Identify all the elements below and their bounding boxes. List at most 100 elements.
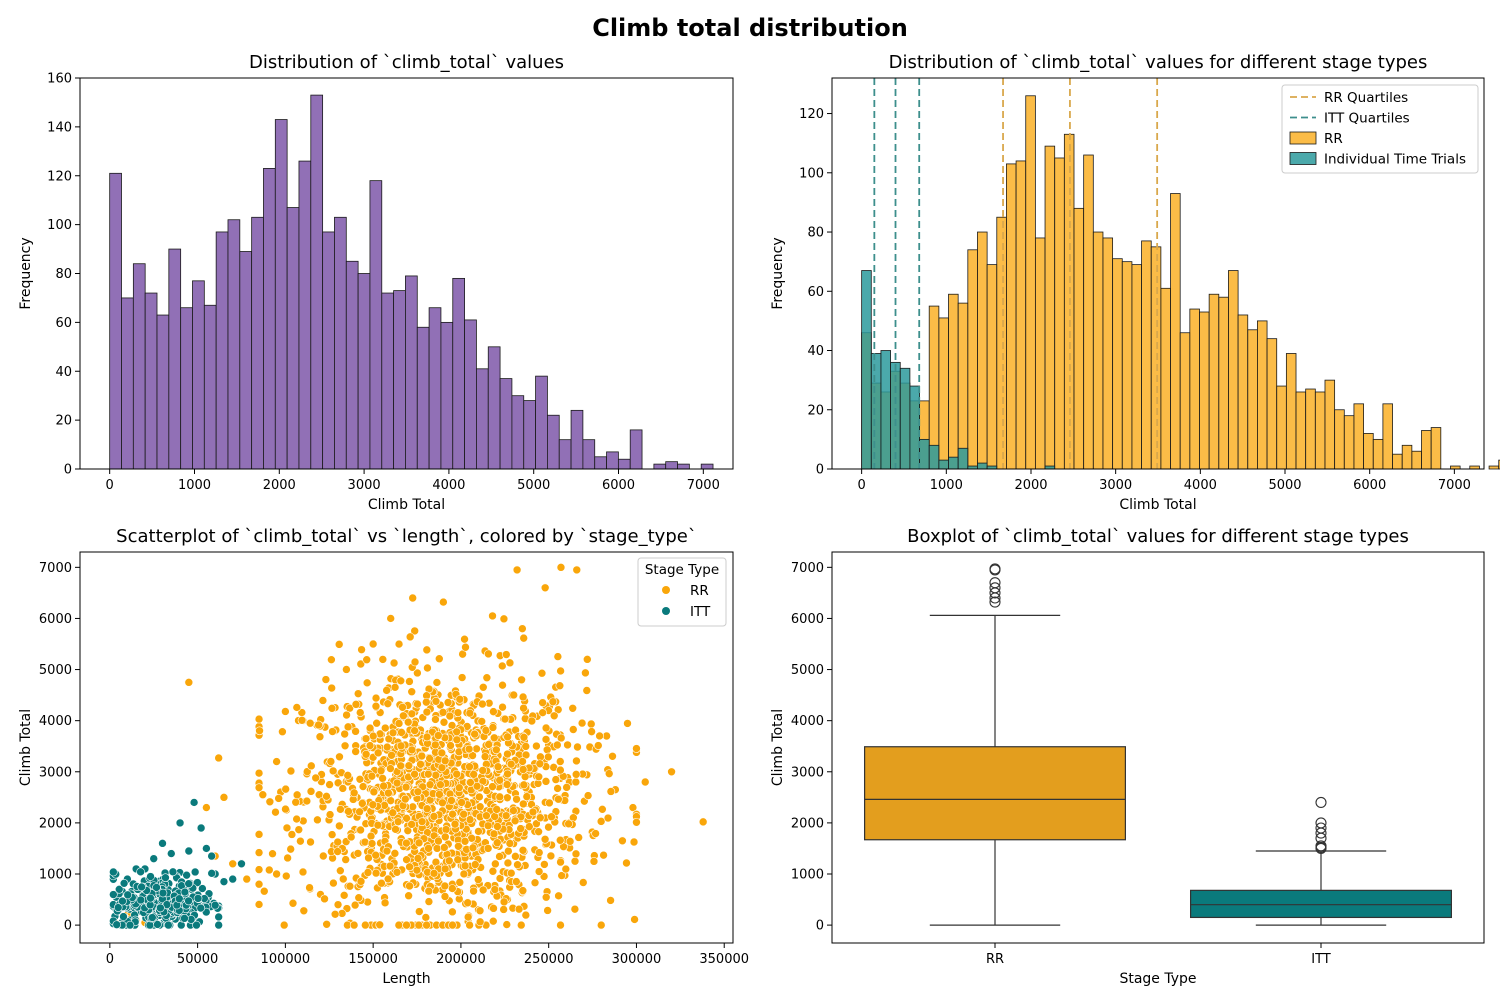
- rr-point: [405, 632, 415, 642]
- rr-histogram-bar: [1295, 391, 1307, 470]
- rr-point: [457, 673, 467, 682]
- histogram-bar: [523, 400, 536, 470]
- rr-point: [598, 805, 607, 814]
- rr-point: [342, 665, 351, 674]
- rr-point: [521, 910, 531, 920]
- rr-point: [506, 868, 516, 878]
- rr-point: [366, 831, 376, 841]
- y-tick-label: 5000: [39, 663, 72, 678]
- rr-point: [403, 717, 413, 727]
- rr-histogram-bar: [1179, 332, 1191, 470]
- rr-point: [595, 731, 604, 741]
- y-tick-label: 4000: [791, 714, 824, 729]
- itt-point: [125, 920, 135, 930]
- y-tick-label: 20: [807, 403, 824, 418]
- x-tick-label: 4000: [1184, 478, 1217, 493]
- y-axis-label: Frequency: [770, 237, 786, 309]
- rr-point: [351, 727, 360, 736]
- rr-points: [110, 563, 708, 930]
- rr-point: [516, 920, 526, 930]
- histogram-all-panel: Distribution of `climb_total` values Clim…: [18, 52, 734, 513]
- y-tick-label: 120: [799, 107, 824, 122]
- y-tick-label: 20: [55, 414, 72, 429]
- rr-point: [540, 860, 549, 869]
- itt-point: [175, 818, 185, 828]
- rr-point: [431, 740, 440, 750]
- rr-point: [264, 865, 274, 875]
- rr-point: [554, 794, 563, 804]
- rr-point: [399, 711, 408, 721]
- rr-point: [413, 668, 422, 678]
- rr-point: [541, 892, 551, 902]
- rr-point: [483, 821, 493, 831]
- rr-point: [414, 838, 424, 848]
- rr-histogram-bar: [1411, 450, 1422, 470]
- rr-point: [440, 756, 450, 766]
- rr-point: [421, 697, 431, 707]
- rr-point: [518, 845, 528, 855]
- itt-legend-swatch: [1289, 152, 1317, 165]
- rr-point: [410, 657, 420, 667]
- rr-point: [396, 741, 406, 751]
- legend-box: [637, 557, 727, 627]
- itt-points: [109, 798, 246, 930]
- rr-point: [540, 834, 550, 844]
- rr-point: [431, 715, 440, 724]
- y-tick-label: 2000: [791, 816, 824, 831]
- histogram-bar: [499, 378, 513, 470]
- rr-point: [340, 729, 349, 739]
- rr-point: [478, 699, 487, 709]
- rr-point: [306, 761, 316, 771]
- rr-point: [349, 788, 359, 798]
- rr-point: [214, 753, 223, 763]
- rr-point: [422, 645, 432, 655]
- rr-point: [327, 704, 337, 713]
- rr-point: [356, 877, 366, 886]
- rr-point: [596, 920, 606, 930]
- rr-point: [561, 864, 571, 874]
- rr-point: [503, 858, 513, 868]
- rr-histogram-bar: [1305, 388, 1316, 470]
- rr-point: [398, 702, 407, 712]
- histogram-bar: [547, 414, 560, 470]
- rr-point: [382, 846, 392, 856]
- legend-label: Individual Time Trials: [1324, 152, 1466, 168]
- rr-histogram-bar: [1353, 403, 1364, 470]
- rr-point: [599, 850, 608, 860]
- rr-point: [438, 798, 447, 808]
- itt-point: [184, 846, 194, 856]
- rr-point: [385, 861, 395, 871]
- rr-point: [268, 849, 277, 858]
- rr-point: [368, 639, 378, 649]
- rr-point: [272, 757, 281, 766]
- rr-point: [380, 898, 390, 908]
- rr-point: [356, 825, 365, 835]
- rr-point: [454, 841, 463, 851]
- rr-point: [390, 849, 400, 858]
- itt-point: [184, 879, 194, 888]
- histogram-bar: [440, 321, 454, 470]
- rr-histogram-bar: [1034, 237, 1046, 470]
- histogram-bar: [274, 119, 288, 470]
- itt-point: [180, 887, 190, 897]
- rr-point: [431, 770, 441, 780]
- rr-point: [435, 790, 444, 799]
- rr-point: [242, 874, 252, 884]
- rr-point: [447, 796, 456, 805]
- itt-histogram-bar: [899, 367, 911, 470]
- histogram-bar: [464, 319, 477, 470]
- rr-point: [375, 920, 385, 930]
- rr-point: [503, 769, 512, 779]
- histogram-bar: [558, 439, 572, 470]
- rr-point: [355, 774, 365, 784]
- rr-point: [564, 819, 573, 829]
- rr-point: [556, 666, 565, 676]
- rr-point: [306, 837, 315, 847]
- rr-point: [545, 798, 554, 808]
- rr-point: [577, 718, 587, 728]
- rr-point: [466, 778, 475, 787]
- rr-histogram-bar: [1343, 415, 1355, 470]
- itt-point: [168, 867, 178, 877]
- x-tick-label: 200000: [436, 952, 486, 967]
- rr-point: [445, 711, 455, 721]
